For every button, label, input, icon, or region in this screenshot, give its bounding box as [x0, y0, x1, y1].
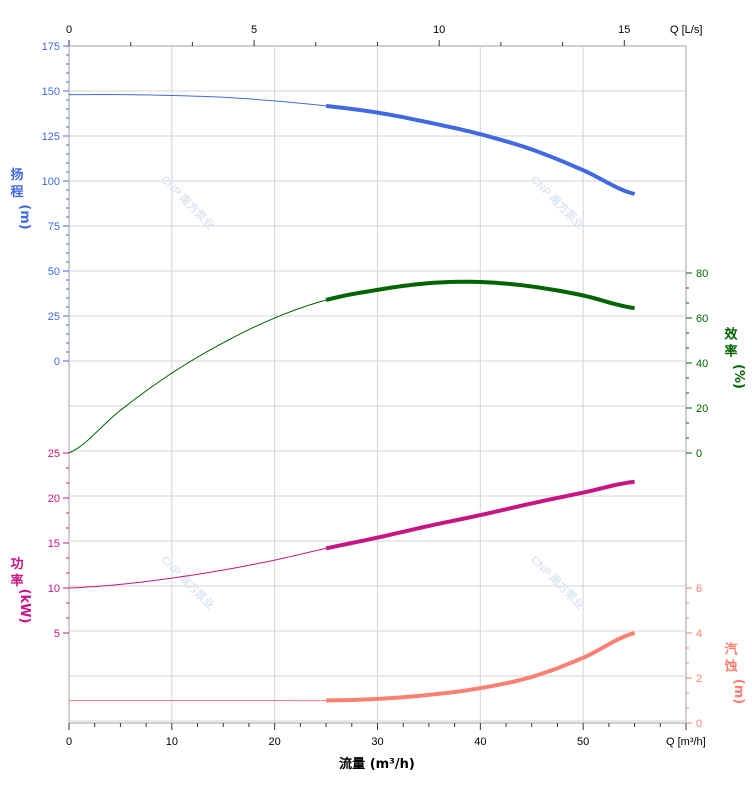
- power-tick-label: 5: [54, 628, 60, 640]
- top-tick-label: 10: [433, 24, 445, 36]
- power-curve-operating: [325, 479, 635, 551]
- head-curve-extended: [69, 94, 327, 107]
- x-axis-end-label: Q [m³/h]: [666, 736, 706, 748]
- npsh-axis-unit: (m): [731, 679, 746, 704]
- top-axis-label: Q [L/s]: [670, 24, 702, 36]
- axes: 0 10 20 30 40 500 5 10 150255075100125150175扬程(m…: [10, 24, 746, 748]
- watermark: CNP 南方泵业: [528, 552, 587, 611]
- power-tick-label: 20: [48, 493, 60, 505]
- x-axis-title: 流量 (m³/h): [339, 756, 415, 772]
- x-tick-label: 20: [269, 736, 281, 748]
- top-tick-label: 5: [251, 24, 257, 36]
- power-tick-label: 25: [48, 448, 60, 460]
- npsh-curve-operating: [326, 631, 636, 703]
- power-curve-extended: [68, 547, 327, 589]
- npsh-tick-label: 6: [696, 583, 702, 595]
- npsh-tick-label: 0: [696, 718, 702, 730]
- efficiency-curve-operating: [325, 279, 635, 311]
- head-curve-operating: [325, 103, 636, 196]
- efficiency-axis-unit: (%): [731, 364, 746, 389]
- head-tick-label: 25: [48, 311, 60, 323]
- top-tick-label: 15: [618, 24, 630, 36]
- efficiency-tick-label: 20: [696, 403, 708, 415]
- head-tick-label: 150: [42, 86, 60, 98]
- x-tick-label: 0: [66, 736, 72, 748]
- efficiency-tick-label: 40: [696, 358, 708, 370]
- x-tick-label: 40: [474, 736, 486, 748]
- power-tick-label: 15: [48, 538, 60, 550]
- head-axis-title: 扬: [10, 167, 23, 183]
- x-tick-label: 30: [371, 736, 383, 748]
- head-axis-title: 程: [10, 185, 23, 200]
- power-axis-unit: (kW): [17, 589, 32, 624]
- efficiency-tick-label: 0: [696, 448, 702, 460]
- npsh-axis-title: 汽: [724, 642, 737, 658]
- head-tick-label: 100: [42, 176, 60, 188]
- head-tick-label: 125: [42, 131, 60, 143]
- efficiency-axis-title: 率: [724, 344, 737, 360]
- head-tick-label: 175: [42, 41, 60, 53]
- curves: [68, 94, 636, 703]
- power-tick-label: 10: [48, 583, 60, 595]
- power-axis-title: 率: [10, 573, 23, 589]
- power-axis-title: 功: [10, 557, 23, 572]
- efficiency-tick-label: 60: [696, 313, 708, 325]
- npsh-axis-title: 蚀: [723, 659, 737, 675]
- npsh-tick-label: 4: [696, 628, 702, 640]
- head-tick-label: 50: [48, 266, 60, 278]
- x-tick-label: 10: [166, 736, 178, 748]
- watermark: CNP 南方泵业: [158, 552, 217, 611]
- grid: [68, 45, 687, 723]
- top-tick-label: 0: [66, 24, 72, 36]
- x-tick-label: 50: [577, 736, 589, 748]
- efficiency-curve-extended: [68, 299, 327, 454]
- head-axis-unit: (m): [17, 204, 32, 229]
- npsh-tick-label: 2: [696, 673, 702, 685]
- head-tick-label: 0: [54, 356, 60, 368]
- efficiency-tick-label: 80: [696, 268, 708, 280]
- efficiency-axis-title: 效: [724, 327, 738, 343]
- head-tick-label: 75: [48, 221, 60, 233]
